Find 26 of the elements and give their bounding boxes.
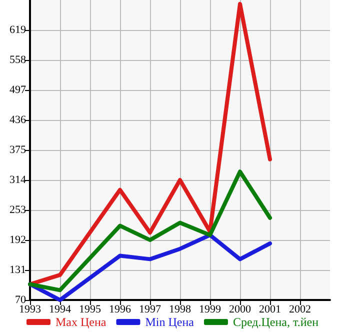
- x-tick-label: 1999: [199, 304, 222, 316]
- x-tick-label: 1994: [49, 304, 72, 316]
- x-tick-label: 1996: [109, 304, 132, 316]
- line-series: [28, 233, 272, 302]
- y-tick-label: 558: [10, 54, 26, 66]
- x-tick-label: 2001: [259, 304, 281, 316]
- y-tick-label: 436: [10, 114, 26, 126]
- y-tick-label: 192: [10, 234, 26, 246]
- x-tick-label: 1995: [79, 304, 102, 316]
- y-tick-label: 375: [10, 144, 26, 156]
- y-tick-label: 314: [10, 174, 26, 186]
- y-tick-label: 619: [10, 24, 26, 36]
- x-tick-label: 2000: [229, 304, 252, 316]
- line-series: [28, 170, 272, 292]
- legend-label: Max Цена: [55, 315, 107, 329]
- x-tick-label: 2002: [289, 304, 311, 316]
- legend-label: Сред.Цена, т.йен: [232, 315, 320, 329]
- legend-label: Min Цена: [145, 315, 195, 329]
- x-tick-label: 1998: [169, 304, 192, 316]
- x-tick-label: 1993: [19, 304, 42, 316]
- line-series: [28, 2, 272, 286]
- y-tick-label: 70: [15, 294, 26, 306]
- y-tick-label: 497: [10, 84, 26, 96]
- x-tick-label: 1997: [139, 304, 162, 316]
- y-tick-label: 131: [10, 264, 26, 276]
- y-tick-label: 253: [10, 204, 26, 216]
